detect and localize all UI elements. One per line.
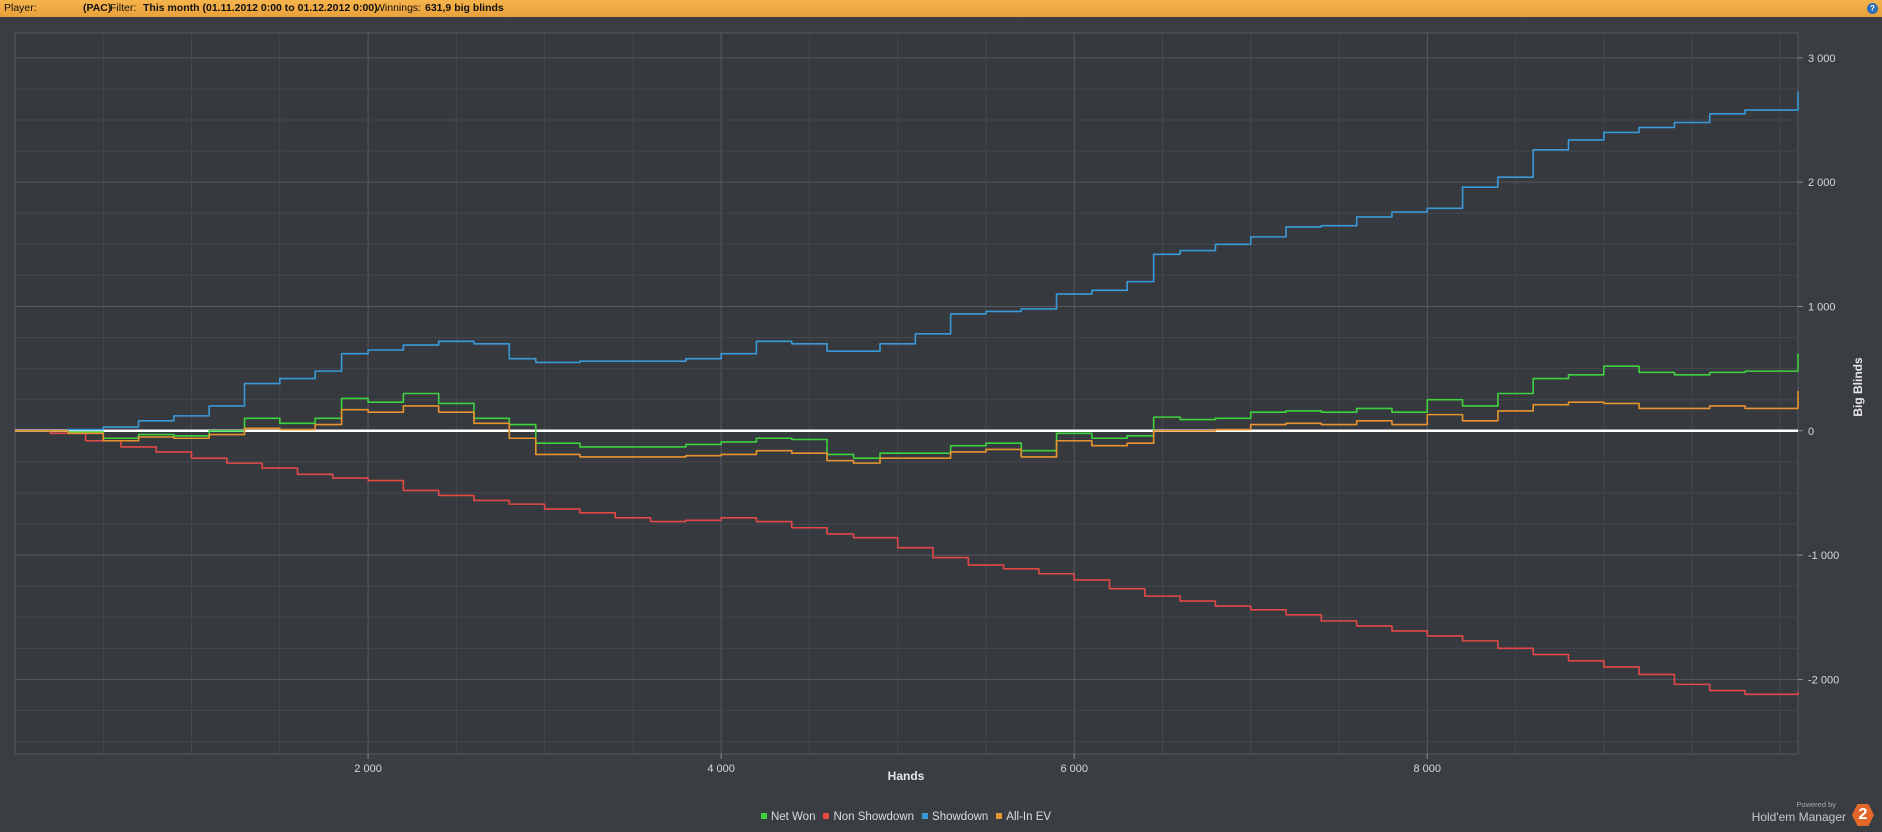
legend-label: Net Won bbox=[770, 811, 816, 823]
filter-label: Filter: bbox=[110, 2, 137, 14]
x-tick-label: 8 000 bbox=[1414, 763, 1442, 775]
y-tick-label: 0 bbox=[1808, 426, 1814, 438]
filter-value[interactable]: This month (01.11.2012 0:00 to 01.12.201… bbox=[143, 2, 378, 14]
x-axis-label: Hands bbox=[888, 769, 925, 783]
legend-item-all-in-ev[interactable]: All-In EV bbox=[996, 811, 1051, 823]
x-tick-label: 6 000 bbox=[1060, 763, 1088, 775]
series-lines bbox=[15, 91, 1799, 696]
legend-label: Non Showdown bbox=[833, 811, 915, 823]
legend-swatch-icon bbox=[922, 813, 929, 819]
legend-swatch-icon bbox=[996, 813, 1003, 819]
y-tick-label: -1 000 bbox=[1808, 550, 1839, 562]
legend-label: Showdown bbox=[932, 811, 989, 823]
series-line-non-showdown bbox=[15, 429, 1799, 696]
brand: Powered by Hold'em Manager 2 bbox=[1736, 800, 1876, 828]
brand-name: Hold'em Manager bbox=[1751, 810, 1846, 824]
y-tick-label: 2 000 bbox=[1808, 177, 1836, 189]
powered-by-text: Powered by bbox=[1796, 800, 1836, 809]
x-tick-label: 2 000 bbox=[354, 763, 382, 775]
legend-item-non-showdown[interactable]: Non Showdown bbox=[823, 811, 914, 823]
legend-swatch-icon bbox=[760, 813, 767, 819]
legend-item-net-won[interactable]: Net Won bbox=[760, 811, 816, 823]
y-axis-ticks: 3 000 2 000 1 000 0 -1 000 -2 000 bbox=[1798, 53, 1839, 686]
legend: Net Won Non Showdown Showdown All-In EV bbox=[0, 811, 1812, 825]
x-tick-label: 4 000 bbox=[707, 763, 735, 775]
hm2-logo-icon: 2 bbox=[1852, 804, 1874, 826]
y-tick-label: 1 000 bbox=[1808, 301, 1836, 313]
info-bar: Player: (PAC) Filter: This month (01.11.… bbox=[0, 0, 1882, 17]
winnings-label: Winnings: bbox=[375, 2, 422, 14]
pac-label: (PAC) bbox=[83, 2, 112, 14]
player-label: Player: bbox=[4, 2, 37, 14]
winnings-graph: 3 000 2 000 1 000 0 -1 000 -2 000 2 000 4 000 6… bbox=[14, 32, 1865, 783]
series-line-all-in-ev bbox=[15, 391, 1799, 464]
help-icon[interactable]: ? bbox=[1867, 3, 1878, 14]
legend-item-showdown[interactable]: Showdown bbox=[922, 811, 988, 823]
legend-swatch-icon bbox=[823, 813, 830, 819]
y-tick-label: -2 000 bbox=[1808, 674, 1839, 686]
winnings-value: 631,9 big blinds bbox=[425, 2, 504, 14]
series-line-showdown bbox=[15, 91, 1799, 432]
y-axis-label: Big Blinds bbox=[1851, 357, 1865, 417]
legend-label: All-In EV bbox=[1006, 811, 1052, 823]
y-tick-label: 3 000 bbox=[1808, 53, 1836, 65]
x-axis-ticks: 2 000 4 000 6 000 8 000 bbox=[354, 754, 1441, 775]
grid-lines bbox=[15, 33, 1798, 754]
